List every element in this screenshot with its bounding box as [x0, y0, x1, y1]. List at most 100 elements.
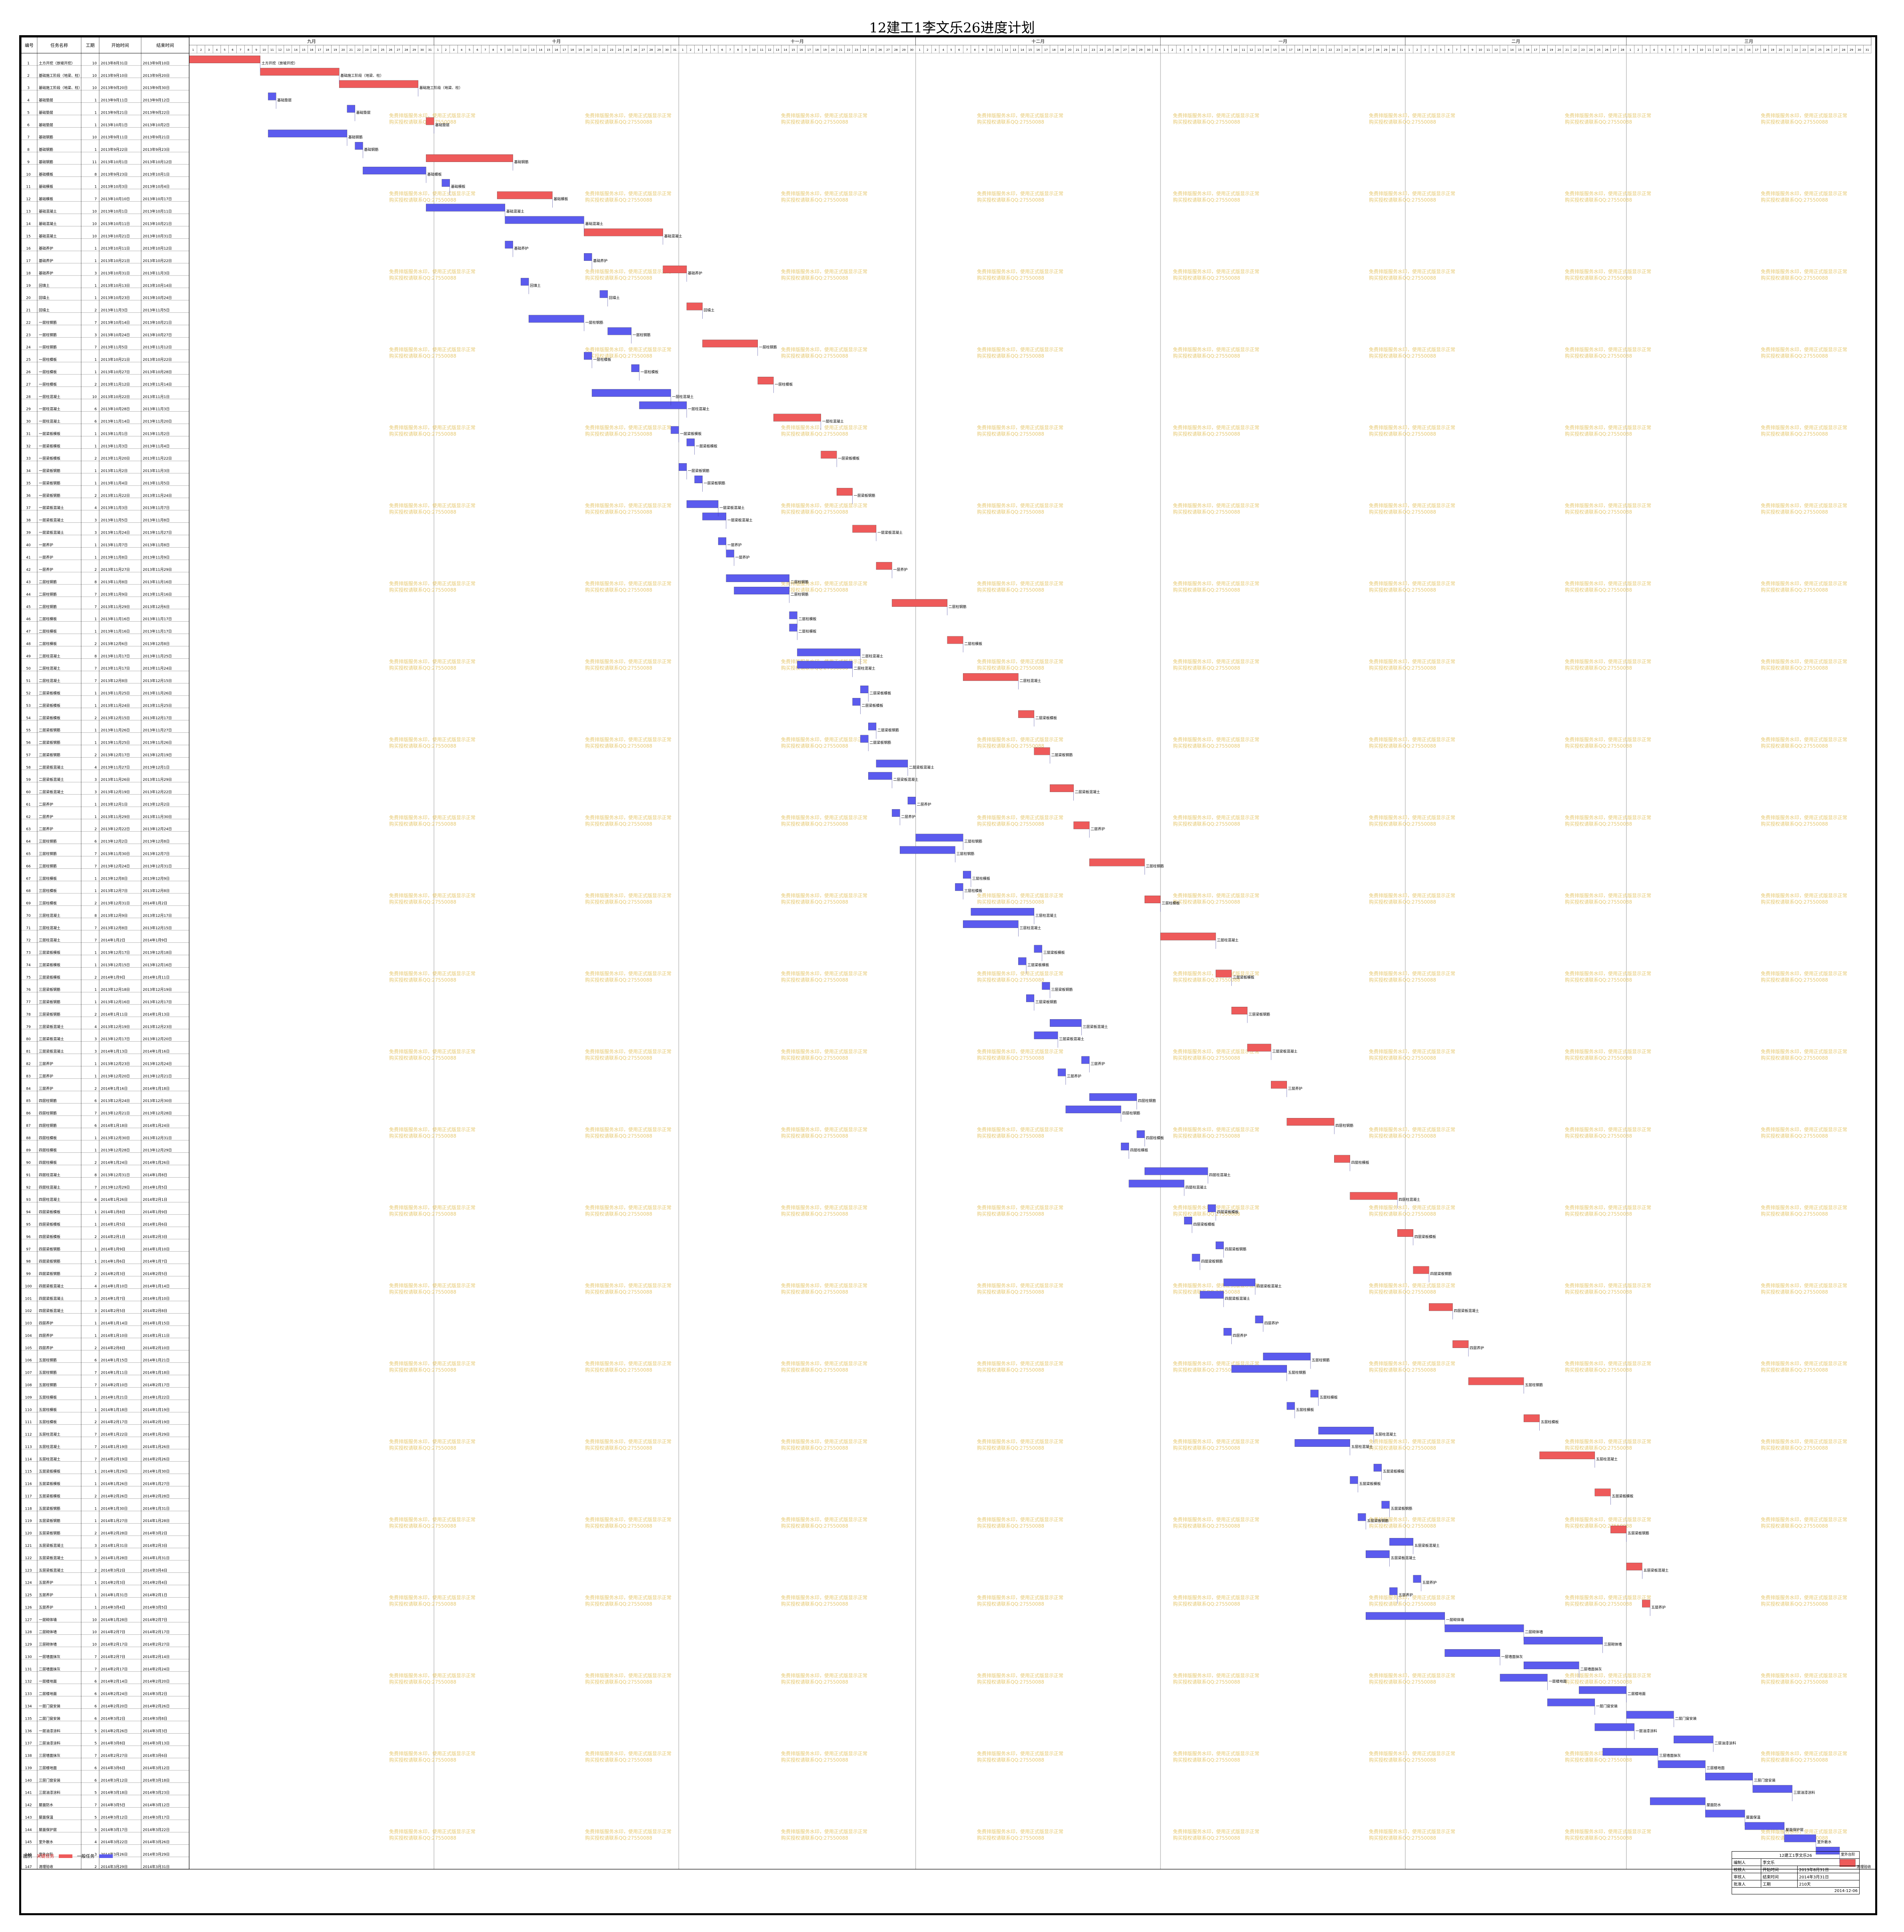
watermark-text: 免费排版服务水印，使用正式版显示正常 — [977, 1828, 1063, 1834]
task-bar-label: 屋面防水 — [1706, 1803, 1721, 1808]
day-label: 23 — [1337, 48, 1340, 52]
task-duration: 7 — [94, 1186, 97, 1190]
task-bar-label: 五层柱钢筋 — [1288, 1370, 1306, 1375]
task-name: 四层柱钢筋 — [39, 1098, 57, 1103]
day-label: 5 — [469, 48, 470, 52]
task-start: 2013年12月24日 — [101, 1098, 130, 1103]
watermark-text: 免费排版服务水印，使用正式版显示正常 — [389, 190, 476, 196]
watermark-text: 购买授权请联系QQ:27550088 — [1565, 1445, 1632, 1451]
task-bar — [1642, 1600, 1650, 1608]
day-label: 9 — [1692, 48, 1694, 52]
task-bar — [860, 735, 869, 743]
watermark-text: 购买授权请联系QQ:27550088 — [1565, 821, 1632, 827]
watermark-text: 购买授权请联系QQ:27550088 — [977, 1679, 1044, 1685]
task-name: 基础混凝土 — [39, 221, 57, 226]
task-name: 二层柱模板 — [39, 641, 57, 646]
task-start: 2014年2月7日 — [101, 1654, 125, 1659]
day-label: 10 — [752, 48, 755, 52]
task-start: 2014年1月16日 — [101, 1086, 128, 1091]
watermark-text: 购买授权请联系QQ:27550088 — [781, 1601, 848, 1607]
task-id: 125 — [25, 1594, 32, 1598]
task-duration: 1 — [94, 1149, 97, 1153]
task-id: 20 — [26, 296, 31, 300]
task-duration: 1 — [94, 296, 97, 300]
task-name: 三层楼地面 — [39, 1766, 57, 1770]
task-end: 2014年1月9日 — [143, 1210, 167, 1214]
task-start: 2013年12月19日 — [101, 790, 130, 794]
task-id: 90 — [26, 1161, 31, 1165]
watermark-text: 购买授权请联系QQ:27550088 — [585, 1523, 652, 1529]
watermark-text: 免费排版服务水印，使用正式版显示正常 — [1369, 1594, 1455, 1600]
watermark-text: 免费排版服务水印，使用正式版显示正常 — [585, 736, 671, 742]
task-id: 13 — [26, 210, 30, 214]
task-bar — [821, 451, 837, 459]
task-bar-label: 三层门窗安装 — [1754, 1778, 1776, 1783]
task-name: 四层柱混凝土 — [39, 1185, 60, 1190]
task-id: 129 — [25, 1643, 32, 1647]
task-end: 2014年3月23日 — [143, 1790, 170, 1795]
task-end: 2013年11月22日 — [143, 456, 172, 461]
task-start: 2014年1月31日 — [101, 1543, 128, 1548]
watermark-text: 免费排版服务水印，使用正式版显示正常 — [585, 814, 671, 820]
task-duration: 1 — [94, 951, 97, 955]
task-name: 一层梁板钢筋 — [39, 481, 60, 486]
task-name: 四层梁板混凝土 — [39, 1296, 64, 1301]
task-id: 88 — [26, 1136, 31, 1140]
task-name: 二层梁板模板 — [39, 703, 60, 708]
watermark-text: 免费排版服务水印，使用正式版显示正常 — [781, 424, 867, 430]
watermark-text: 购买授权请联系QQ:27550088 — [1761, 1211, 1828, 1217]
task-name: 四层梁板钢筋 — [39, 1272, 60, 1276]
task-id: 11 — [26, 185, 30, 189]
task-duration: 2 — [94, 1865, 97, 1869]
watermark-text: 购买授权请联系QQ:27550088 — [1565, 1601, 1632, 1607]
watermark-text: 购买授权请联系QQ:27550088 — [585, 821, 652, 827]
day-label: 18 — [815, 48, 819, 52]
task-end: 2013年11月5日 — [143, 308, 170, 313]
task-bar-label: 二层养护 — [1091, 827, 1105, 832]
task-duration: 6 — [94, 1124, 97, 1128]
task-end: 2013年12月17日 — [143, 913, 172, 918]
task-bar-label: 一层梁板钢筋 — [688, 468, 709, 473]
watermark-text: 免费排版服务水印，使用正式版显示正常 — [585, 1438, 671, 1444]
watermark-text: 购买授权请联系QQ:27550088 — [1369, 977, 1436, 983]
task-name: 三层梁板模板 — [39, 975, 60, 980]
task-start: 2013年12月9日 — [101, 913, 128, 918]
task-name: 回填土 — [39, 283, 50, 288]
task-name: 四层梁板钢筋 — [39, 1259, 60, 1264]
day-label: 13 — [776, 48, 779, 52]
task-name: 四层柱模板 — [39, 1148, 57, 1153]
title-block-date: 2014-12-06 — [1732, 1887, 1860, 1894]
title-block-project: 12建工1李文乐26 — [1732, 1851, 1860, 1859]
task-start: 2013年11月29日 — [101, 604, 130, 609]
task-id: 25 — [26, 358, 30, 362]
task-bar-label: 五层养护 — [1422, 1580, 1436, 1585]
task-duration: 4 — [94, 1025, 97, 1029]
day-label: 3 — [1424, 48, 1426, 52]
task-bar — [773, 414, 821, 422]
task-duration: 6 — [94, 1359, 97, 1363]
watermark-text: 购买授权请联系QQ:27550088 — [977, 1133, 1044, 1139]
task-bar-label: 五层养护 — [1399, 1593, 1413, 1598]
day-label: 29 — [1850, 48, 1853, 52]
watermark-text: 免费排版服务水印，使用正式版显示正常 — [977, 814, 1063, 820]
task-name: 三层柱钢筋 — [39, 851, 57, 856]
task-name: 基础垫层 — [39, 98, 53, 103]
task-duration: 1 — [94, 1000, 97, 1004]
task-duration: 6 — [94, 1717, 97, 1721]
watermark-text: 免费排版服务水印，使用正式版显示正常 — [1565, 1594, 1651, 1600]
task-bar-label: 四层柱混凝土 — [1185, 1185, 1207, 1190]
task-end: 2013年11月3日 — [143, 271, 170, 276]
task-name: 三层柱混凝土 — [39, 938, 60, 943]
watermark-text: 免费排版服务水印，使用正式版显示正常 — [781, 502, 867, 508]
watermark-text: 购买授权请联系QQ:27550088 — [781, 1757, 848, 1763]
task-start: 2014年2月28日 — [101, 1531, 128, 1536]
watermark-text: 购买授权请联系QQ:27550088 — [1761, 665, 1828, 671]
watermark-text: 购买授权请联系QQ:27550088 — [389, 509, 456, 515]
task-id: 62 — [26, 815, 30, 819]
task-duration: 1 — [94, 741, 97, 745]
task-id: 56 — [26, 741, 31, 745]
watermark-text: 购买授权请联系QQ:27550088 — [977, 1835, 1044, 1841]
task-start: 2013年11月2日 — [101, 468, 128, 473]
watermark-text: 购买授权请联系QQ:27550088 — [781, 1055, 848, 1061]
task-duration: 2 — [94, 568, 97, 572]
